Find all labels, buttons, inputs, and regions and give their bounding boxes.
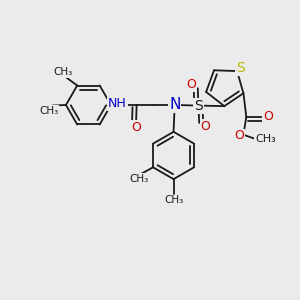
Text: S: S (194, 99, 203, 112)
Text: CH₃: CH₃ (255, 134, 276, 144)
Text: S: S (236, 61, 245, 75)
Text: O: O (201, 120, 211, 133)
Text: CH₃: CH₃ (164, 196, 183, 206)
Text: O: O (187, 78, 196, 91)
Text: O: O (263, 110, 273, 123)
Text: N: N (169, 97, 180, 112)
Text: O: O (131, 121, 141, 134)
Text: NH: NH (108, 97, 127, 110)
Text: CH₃: CH₃ (39, 106, 58, 116)
Text: O: O (234, 129, 244, 142)
Text: CH₃: CH₃ (129, 174, 148, 184)
Text: CH₃: CH₃ (54, 67, 73, 77)
